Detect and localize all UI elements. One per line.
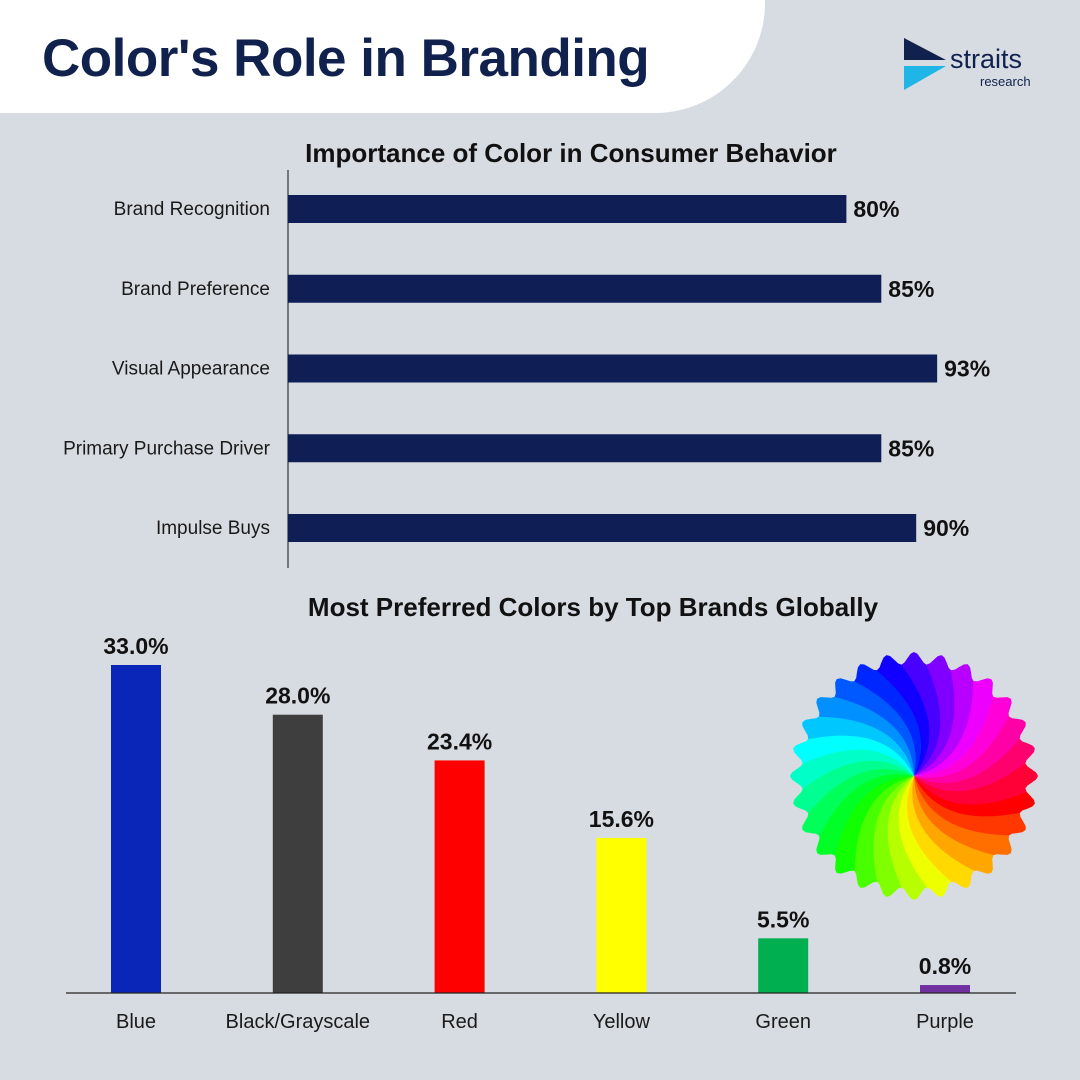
bar	[758, 938, 809, 993]
category-label: Primary Purchase Driver	[63, 438, 271, 459]
category-label: Green	[755, 1011, 811, 1033]
category-label: Yellow	[593, 1011, 651, 1033]
data-label: 5.5%	[757, 906, 809, 932]
wheel-petal	[914, 742, 1038, 805]
wheel-petal	[790, 747, 914, 810]
bar	[288, 195, 847, 223]
wheel-petal	[824, 775, 914, 900]
wheel-petal	[914, 652, 1004, 777]
data-label: 28.0%	[265, 683, 330, 709]
category-label: Purple	[916, 1011, 974, 1033]
bar	[288, 434, 882, 463]
wheel-petal	[880, 652, 943, 776]
bar	[288, 274, 882, 303]
bar	[288, 514, 917, 542]
straits-research-logo: straits research	[902, 38, 1052, 94]
wheel-petal	[824, 652, 923, 776]
data-label: 15.6%	[589, 806, 654, 832]
chart-title-consumer-behavior: Importance of Color in Consumer Behavior	[305, 138, 837, 168]
bar	[111, 665, 161, 993]
data-label: 90%	[923, 515, 969, 541]
wheel-petal	[913, 776, 1038, 866]
wheel-petal	[870, 776, 917, 900]
category-label: Black/Grayscale	[226, 1011, 371, 1033]
data-label: 0.8%	[919, 953, 971, 979]
data-label: 93%	[944, 356, 990, 382]
wheel-petal	[790, 732, 914, 779]
wheel-petal	[905, 776, 1004, 900]
bar	[272, 714, 323, 993]
wheel-petal	[885, 776, 948, 900]
wheel-petal	[911, 652, 958, 776]
chart-title-preferred-colors: Most Preferred Colors by Top Brands Glob…	[307, 592, 879, 622]
category-label: Visual Appearance	[112, 359, 270, 380]
category-label: Brand Recognition	[114, 199, 270, 220]
bar	[434, 760, 485, 993]
data-label: 23.4%	[427, 728, 492, 754]
wheel-petal	[914, 773, 1038, 820]
data-label: 85%	[888, 435, 934, 461]
category-label: Blue	[116, 1011, 156, 1033]
color-wheel-icon	[790, 652, 1038, 900]
wheel-petal	[790, 767, 914, 866]
category-label: Impulse Buys	[156, 518, 270, 539]
data-label: 80%	[853, 196, 899, 222]
wheel-petal	[914, 686, 1038, 785]
wheel-petal	[790, 686, 915, 776]
logo-arrow-icon	[904, 38, 946, 90]
category-label: Red	[441, 1011, 478, 1033]
header-panel	[0, 0, 765, 113]
bar	[596, 837, 647, 993]
data-label: 85%	[888, 276, 934, 302]
category-label: Brand Preference	[121, 279, 270, 300]
logo-subtitle: research	[980, 74, 1031, 89]
logo-wordmark: straits	[950, 44, 1023, 74]
bar	[920, 985, 970, 993]
data-label: 33.0%	[103, 633, 168, 659]
page-title: Color's Role in Branding	[42, 29, 650, 88]
color-wheel-petals	[790, 652, 1038, 900]
bar	[288, 354, 938, 383]
